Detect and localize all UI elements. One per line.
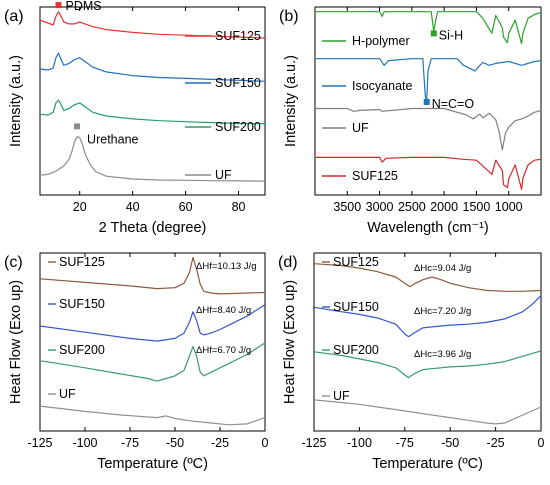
legend-label: SUF150 (59, 297, 105, 311)
series-line-suf125 (39, 11, 266, 39)
legend-label: UF (352, 121, 369, 135)
legend-label: SUF125 (215, 29, 261, 43)
legend-label: SUF125 (59, 255, 105, 269)
x-tick-label: -50 (441, 436, 459, 450)
enthalpy-annotation: ΔHf=6.70 J/g (196, 345, 251, 356)
x-tick-label: 2000 (430, 200, 458, 214)
series-line-h-polymer (315, 11, 542, 45)
legend-label: UF (215, 168, 232, 182)
legend-label: SUF200 (215, 120, 261, 134)
x-tick-label: 80 (232, 200, 246, 214)
panel-label: (b) (279, 8, 299, 25)
panel-d: -125 -100 -75 -50 -25 0 Temperature (ºC) Heat F… (278, 252, 545, 472)
panel-b: 3500 3000 2500 2000 1500 1000 Wavelength (cm⁻¹… (279, 6, 542, 236)
series-line-suf200 (313, 350, 542, 379)
enthalpy-annotation: ΔHc=7.20 J/g (414, 306, 471, 317)
y-axis-label: Heat Flow (Exo up) (8, 280, 24, 404)
enthalpy-annotation: ΔHf=8.40 J/g (196, 305, 251, 316)
x-tick-label: -25 (487, 436, 505, 450)
panel-a: 20 40 60 80 2 Theta (degree) Intensity (a.u.)… (4, 0, 266, 236)
peak-marker (430, 30, 437, 37)
series-line-suf125 (313, 263, 542, 292)
x-tick-label: -50 (166, 436, 184, 450)
plot-frame (313, 252, 542, 432)
x-axis-label: Wavelength (cm⁻¹) (367, 220, 489, 236)
x-tick-label: -125 (301, 436, 326, 450)
legend-label: SUF200 (333, 343, 379, 357)
plot-frame (314, 6, 542, 196)
series-line-suf125 (315, 156, 542, 190)
panel-c: -125 -100 -75 -50 -25 0 Temperature (ºC) Heat F… (4, 252, 269, 472)
x-tick-label: -100 (347, 436, 372, 450)
panel-label: (d) (278, 254, 298, 271)
series-line-uf (313, 399, 542, 425)
y-axis-label: Heat Flow (Exo up) (282, 280, 298, 404)
legend-label: SUF125 (352, 169, 398, 183)
enthalpy-annotation: ΔHf=10.13 J/g (196, 261, 256, 272)
enthalpy-annotation: ΔHc=9.04 J/g (414, 263, 471, 274)
plot-frame (39, 252, 266, 432)
panel-label: (c) (4, 254, 23, 271)
peak-label: Si-H (439, 28, 463, 42)
x-tick-label: 3000 (366, 200, 394, 214)
legend-label: H-polymer (352, 34, 410, 48)
x-tick-label: 40 (126, 200, 140, 214)
x-tick-label: 1500 (463, 200, 491, 214)
x-tick-label: 20 (73, 200, 87, 214)
legend-label: SUF150 (333, 300, 379, 314)
peak-marker (55, 2, 62, 9)
plot-frame (39, 6, 266, 196)
legend-label: Isocyanate (352, 79, 413, 93)
x-axis-label: Temperature (ºC) (97, 456, 208, 472)
x-tick-label: 2500 (398, 200, 426, 214)
x-tick-label: -75 (396, 436, 414, 450)
x-tick-label: -100 (72, 436, 97, 450)
x-tick-label: -125 (27, 436, 52, 450)
y-axis-label: Intensity (a.u.) (8, 55, 24, 147)
peak-marker (74, 123, 81, 130)
x-axis-label: Temperature (ºC) (372, 456, 483, 472)
y-axis-label: Intensity (a.u.) (283, 55, 299, 147)
series-line-uf (39, 405, 266, 426)
x-tick-label: 0 (538, 436, 545, 450)
series-line-suf150 (39, 304, 266, 342)
legend-label: UF (333, 389, 350, 403)
legend-label: UF (59, 387, 76, 401)
x-tick-label: -25 (211, 436, 229, 450)
series-line-uf (315, 107, 542, 151)
legend-label: SUF125 (333, 255, 379, 269)
series-line-suf150 (313, 295, 542, 338)
panel-label: (a) (4, 8, 24, 25)
x-tick-label: -75 (121, 436, 139, 450)
series-line-uf (39, 136, 266, 182)
x-tick-label: 1000 (495, 200, 523, 214)
x-axis-label: 2 Theta (degree) (99, 220, 207, 236)
legend-label: SUF150 (215, 76, 261, 90)
x-tick-label: 60 (179, 200, 193, 214)
peak-label: PDMS (66, 0, 102, 13)
enthalpy-annotation: ΔHc=3.96 J/g (414, 349, 471, 360)
series-line-suf125 (39, 256, 266, 295)
peak-label: N=C=O (432, 97, 475, 111)
peak-label: Urethane (87, 132, 138, 146)
legend-label: SUF200 (59, 343, 105, 357)
series-line-suf200 (39, 99, 265, 125)
x-tick-label: 0 (262, 436, 269, 450)
series-line-isocyanate (315, 58, 542, 102)
series-line-suf150 (39, 52, 266, 82)
x-tick-label: 3500 (333, 200, 361, 214)
series-line-suf200 (39, 342, 266, 382)
peak-marker (423, 99, 430, 105)
